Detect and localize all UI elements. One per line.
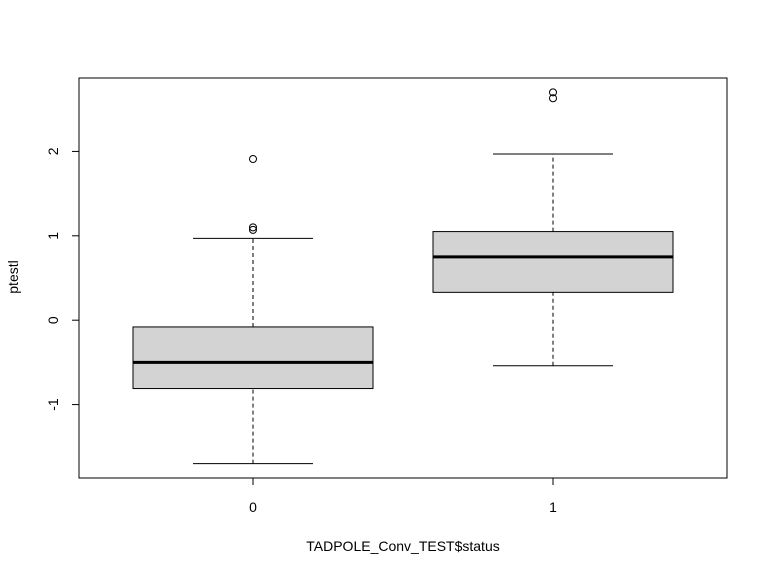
outlier-point-category-0-2 [249,155,257,164]
y-tick-label-0: 0 [45,316,61,324]
y-tick-label-1: 1 [45,232,61,240]
x-tick-label-0: 0 [249,499,257,515]
outlier-point-category-1-0 [549,94,557,103]
y-tick-label-2: 2 [45,147,61,155]
outlier-point-category-1-1 [549,88,557,97]
x-axis-label: TADPOLE_Conv_TEST$status [306,538,499,554]
boxes-layer [132,88,674,465]
outlier-point-category-0-0 [249,225,257,234]
y-axis: -1 0 1 2 [45,147,80,411]
box-group-category-1 [432,88,674,367]
outlier-point-category-0-1 [249,223,257,232]
box-group-category-0 [132,155,374,465]
x-tick-label-1: 1 [549,499,557,515]
iqr-box-category-0 [132,326,374,390]
y-tick-label--1: -1 [45,398,61,411]
iqr-box-category-1 [432,231,674,293]
y-axis-label: ptestl [5,260,21,293]
